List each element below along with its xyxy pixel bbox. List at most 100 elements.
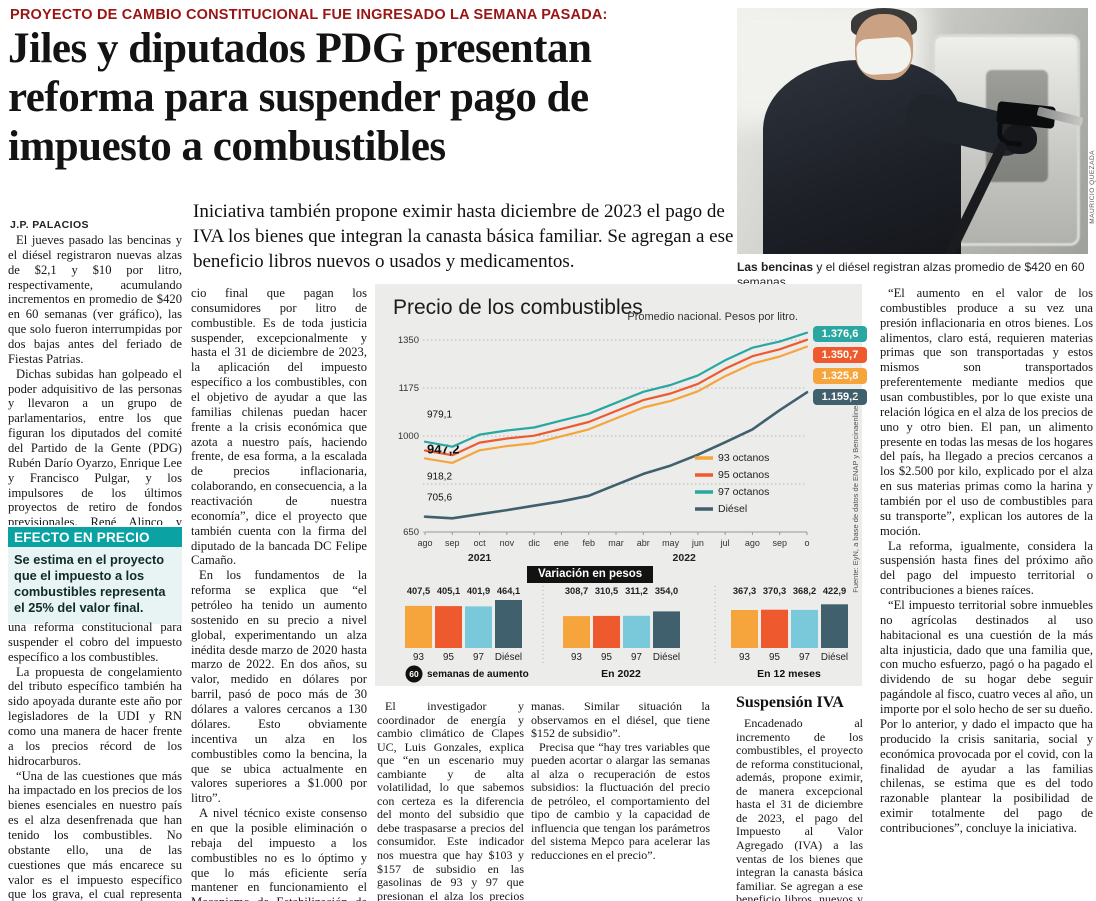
bar-value: 370,3 [763, 586, 786, 596]
body-paragraph: manas. Similar situación la observamos e… [531, 700, 710, 741]
body-paragraph: una reforma constitucional para suspende… [8, 620, 182, 664]
y-axis-label: 1175 [399, 383, 419, 394]
y-axis-label: 1000 [398, 431, 419, 442]
body-column-1-bottom: una reforma constitucional para suspende… [8, 620, 182, 901]
bar-value: 310,5 [595, 586, 618, 596]
bar-category-label: 97 [473, 652, 484, 663]
bar-97 [791, 609, 818, 648]
body-column-1-top: El jueves pasado las bencinas y el diése… [8, 233, 182, 525]
bar-chart: 407,5 93 405,1 95 401,9 97 464,1 Diésel 60 semana… [405, 586, 848, 683]
bar-diesel [821, 604, 848, 648]
chart-subtitle: Promedio nacional. Pesos por litro. [627, 311, 798, 323]
bar-category-label: 97 [799, 652, 810, 663]
gas-station-photo [737, 8, 1088, 254]
start-value-93-octanos: 918,2 [427, 471, 452, 482]
end-value-93-octanos: 1.325,8 [813, 368, 867, 384]
badge-circle [405, 665, 423, 683]
bar-group-caption: En 12 meses [757, 668, 821, 680]
subheading-suspension-iva: Suspensión IVA [736, 694, 844, 711]
body-paragraph: “El aumento en el valor de los combustib… [880, 286, 1093, 538]
body-paragraph: El jueves pasado las bencinas y el diése… [8, 233, 182, 366]
bar-97 [623, 615, 650, 648]
x-axis-label: oct [474, 538, 487, 548]
body-paragraph: “Una de las cuestiones que más ha impact… [8, 768, 182, 901]
bar-diesel [495, 600, 522, 648]
bar-95 [435, 606, 462, 648]
x-axis-label: may [662, 538, 680, 548]
bar-group-caption: En 2022 [601, 668, 641, 680]
x-axis-label: ene [554, 538, 569, 548]
body-paragraph: La propuesta de congelamiento del tribut… [8, 664, 182, 768]
body-paragraph: En los fundamentos de la reforma se expl… [191, 568, 367, 806]
person-hand [1003, 124, 1037, 154]
y-axis-label: 1350 [398, 335, 419, 346]
line-series-diesel [423, 391, 809, 520]
x-axis-label: dic [528, 538, 540, 548]
body-paragraph: Encadenado al incremento de los combusti… [736, 716, 863, 901]
photo-caption-bold: Las bencinas [737, 260, 814, 274]
body-column-3: El investigador y coordinador de energía… [377, 700, 524, 901]
bar-value: 354,0 [655, 586, 678, 596]
legend-label-97-octanos: 97 octanos [718, 486, 769, 498]
bar-value: 464,1 [497, 586, 520, 596]
x-axis-label: nov [500, 538, 515, 548]
end-value-diesel: 1.159,2 [813, 389, 867, 405]
x-axis-label: mar [608, 538, 624, 548]
line-chart: 650 1000 1175 1350 ago sep oct nov dic ene feb mar a… [398, 331, 810, 564]
start-value-97-octanos: 979,1 [427, 410, 452, 421]
bar-category-label: 95 [443, 652, 454, 663]
headline-line: Jiles y diputados PDG presentan [8, 25, 592, 72]
person-figure [763, 60, 961, 254]
year-label: 2021 [468, 552, 492, 564]
fuel-price-chart: Precio de los combustibles Promedio naci… [375, 284, 867, 686]
bar-value: 367,3 [733, 586, 756, 596]
bar-value: 368,2 [793, 586, 816, 596]
y-axis-label: 650 [403, 527, 419, 538]
bar-value: 308,7 [565, 586, 588, 596]
highlight-box: EFECTO EN PRECIO Se estima en el proyect… [8, 527, 182, 624]
x-axis-label: ago [417, 538, 432, 548]
bar-value: 401,9 [467, 586, 490, 596]
main-headline: Jiles y diputados PDG presentan reforma … [8, 24, 738, 171]
legend-label-93-octanos: 93 octanos [718, 452, 769, 464]
bar-value: 407,5 [407, 586, 430, 596]
body-column-6: “El aumento en el valor de los combustib… [880, 286, 1093, 901]
bar-group-caption: semanas de aumento [427, 669, 529, 680]
body-paragraph: El investigador y coordinador de energía… [377, 700, 524, 901]
bar-93 [731, 610, 758, 648]
highlight-title: EFECTO EN PRECIO [8, 527, 182, 547]
start-value-diesel: 705,6 [427, 493, 452, 504]
bar-category-label: 95 [601, 652, 612, 663]
body-column-4: manas. Similar situación la observamos e… [531, 700, 710, 901]
kicker-headline: PROYECTO DE CAMBIO CONSTITUCIONAL FUE IN… [10, 7, 608, 23]
line-series-95-octanos [423, 338, 809, 457]
line-series-97-octanos [423, 331, 809, 448]
x-axis-label: jul [720, 538, 730, 548]
face-mask [855, 36, 913, 76]
bar-95 [761, 609, 788, 648]
bar-category-label: Diésel [653, 652, 680, 663]
variation-label: Variación en pesos [527, 566, 654, 583]
byline: J.P. PALACIOS [10, 219, 89, 231]
body-paragraph: La reforma, igualmente, considera la sus… [880, 538, 1093, 598]
body-paragraph: cio final que pagan los consumidores por… [191, 286, 367, 568]
end-value-97-octanos: 1.376,6 [813, 326, 867, 342]
highlight-text: Se estima en el proyecto que el impuesto… [8, 547, 182, 624]
headline-line: impuesto a combustibles [8, 123, 446, 171]
headline-line: reforma para suspender pago de [8, 74, 589, 122]
body-paragraph: Dichas subidas han golpeado el poder adq… [8, 366, 182, 525]
chart-source: Fuente: EyN, a base de datos de ENAP y B… [851, 394, 860, 593]
x-axis-label: sep [445, 538, 460, 548]
legend-label-95-octanos: 95 octanos [718, 469, 769, 481]
x-axis-label: ago [745, 538, 760, 548]
end-value-95-octanos: 1.350,7 [813, 347, 867, 363]
x-axis-label: jun [691, 538, 704, 548]
bar-category-label: 93 [571, 652, 582, 663]
bar-value: 311,2 [625, 586, 648, 596]
bar-93 [405, 605, 432, 648]
bar-97 [465, 606, 492, 648]
x-axis-label: o [804, 538, 809, 548]
lead-paragraph: Iniciativa también propone eximir hasta … [193, 201, 734, 273]
body-column-5: Suspensión IVA Encadenado al incremento … [736, 694, 863, 901]
